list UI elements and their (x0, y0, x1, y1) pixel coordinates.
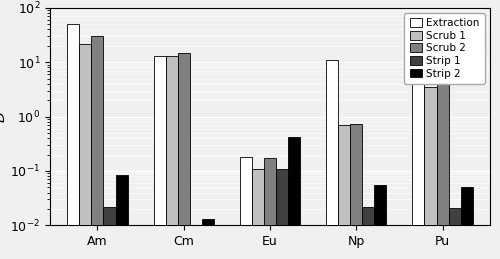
Bar (178, 53, 190, 259)
Bar (338, 125, 350, 259)
Bar (276, 169, 288, 259)
Bar (412, 46, 424, 259)
Bar (202, 219, 214, 259)
Bar (288, 137, 300, 259)
Bar (252, 169, 264, 259)
Bar (80, 44, 92, 259)
Legend: Extraction, Scrub 1, Scrub 2, Strip 1, Strip 2: Extraction, Scrub 1, Scrub 2, Strip 1, S… (404, 13, 485, 84)
Bar (264, 159, 276, 259)
Bar (362, 207, 374, 259)
Bar (374, 185, 386, 259)
Y-axis label: D: D (0, 111, 8, 122)
Bar (166, 56, 177, 259)
Bar (154, 56, 166, 259)
Bar (350, 124, 362, 259)
Bar (68, 24, 80, 259)
Bar (92, 36, 104, 259)
Bar (460, 187, 472, 259)
Bar (116, 175, 128, 259)
Bar (326, 60, 338, 259)
Bar (448, 208, 460, 259)
Bar (424, 87, 436, 259)
Bar (104, 207, 116, 259)
Bar (240, 157, 252, 259)
Bar (436, 69, 448, 259)
